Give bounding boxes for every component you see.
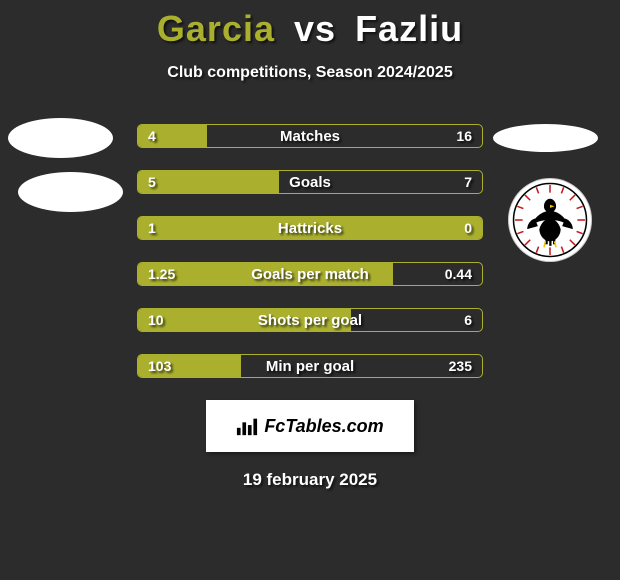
stat-bars: 4Matches16 5Goals7 1Hattricks0 1.25Goals pe… bbox=[137, 124, 483, 378]
branding-label: FcTables.com bbox=[264, 416, 383, 437]
player1-club-placeholder bbox=[18, 172, 123, 212]
comparison-card: Garcia vs Fazliu Club competitions, Seas… bbox=[0, 0, 620, 580]
stat-label: Min per goal bbox=[138, 355, 482, 377]
player2-name: Fazliu bbox=[355, 8, 463, 49]
stat-label: Goals bbox=[138, 171, 482, 193]
player2-club-crest bbox=[508, 178, 592, 262]
stat-value-right: 6 bbox=[464, 309, 472, 331]
branding-box[interactable]: FcTables.com bbox=[206, 400, 414, 452]
stat-row: 5Goals7 bbox=[137, 170, 483, 194]
stat-row: 10Shots per goal6 bbox=[137, 308, 483, 332]
stat-value-right: 16 bbox=[456, 125, 472, 147]
stat-label: Goals per match bbox=[138, 263, 482, 285]
stat-label: Shots per goal bbox=[138, 309, 482, 331]
stat-value-right: 7 bbox=[464, 171, 472, 193]
stat-value-right: 0 bbox=[464, 217, 472, 239]
player1-name: Garcia bbox=[157, 8, 275, 49]
stat-row: 4Matches16 bbox=[137, 124, 483, 148]
stat-row: 103Min per goal235 bbox=[137, 354, 483, 378]
stat-label: Matches bbox=[138, 125, 482, 147]
subtitle: Club competitions, Season 2024/2025 bbox=[0, 64, 620, 82]
vs-text: vs bbox=[294, 8, 336, 49]
player1-avatar-placeholder bbox=[8, 118, 113, 158]
fc-aarau-crest-icon bbox=[512, 182, 588, 258]
stat-label: Hattricks bbox=[138, 217, 482, 239]
stat-value-right: 0.44 bbox=[445, 263, 472, 285]
bar-chart-icon bbox=[236, 416, 258, 436]
date-text: 19 february 2025 bbox=[0, 470, 620, 490]
stat-value-right: 235 bbox=[449, 355, 472, 377]
stat-row: 1.25Goals per match0.44 bbox=[137, 262, 483, 286]
player2-avatar-placeholder bbox=[493, 124, 598, 152]
page-title: Garcia vs Fazliu bbox=[0, 0, 620, 50]
stat-row: 1Hattricks0 bbox=[137, 216, 483, 240]
